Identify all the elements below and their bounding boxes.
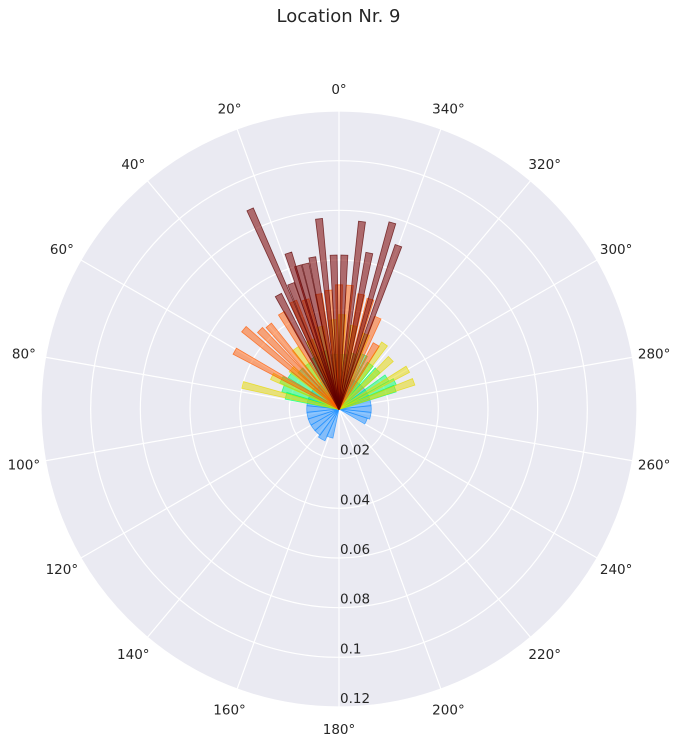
bar-series [246,207,403,410]
angle-tick-label: 320° [528,157,561,173]
angle-tick-label: 100° [8,458,41,474]
angle-tick-label: 220° [528,647,561,663]
angle-tick-label: 60° [50,242,74,258]
bar [326,408,340,439]
bar [338,243,403,410]
bar [338,408,368,425]
angular-gridline [80,408,340,559]
angular-gridline [45,408,340,462]
angle-tick-label: 280° [638,346,671,362]
angle-tick-label: 80° [12,346,36,362]
radial-tick-label: 0.06 [340,542,370,558]
angular-gridline [338,408,598,559]
angle-tick-label: 120° [46,562,79,578]
angular-gridline [338,408,532,638]
angle-tick-label: 300° [600,242,633,258]
angle-tick-label: 180° [323,722,356,738]
angle-tick-label: 140° [117,647,150,663]
angle-tick-label: 240° [600,562,633,578]
angular-gridline [338,356,633,410]
angular-gridline [338,408,442,690]
angular-gridline [338,180,532,410]
angular-gridline [236,408,340,690]
radial-tick-label: 0.02 [340,443,370,459]
radial-tick-labels: 0.02 0.04 0.06 0.08 0.1 0.12 [340,443,370,707]
radial-tick-label: 0.04 [340,492,370,508]
angle-tick-label: 0° [331,82,346,98]
angular-gridline [146,408,340,638]
angle-tick-label: 40° [121,157,145,173]
radial-tick-label: 0.12 [340,691,370,707]
angular-gridline [338,408,633,462]
radial-tick-label: 0.08 [340,592,370,608]
angle-tick-label: 20° [218,101,242,117]
angle-tick-label: 160° [213,703,246,719]
radial-tick-label: 0.1 [340,641,361,657]
bars-layer [232,207,416,442]
angle-tick-label: 260° [638,458,671,474]
angle-tick-label: 340° [432,101,465,117]
angle-tick-label: 200° [432,703,465,719]
chart-title: Location Nr. 9 [276,6,401,27]
angle-tick-labels: 0° 20° 40° 60° 80° 100° 120° 140° 160° 180° 200° 22… [8,82,671,738]
bar [317,408,340,442]
